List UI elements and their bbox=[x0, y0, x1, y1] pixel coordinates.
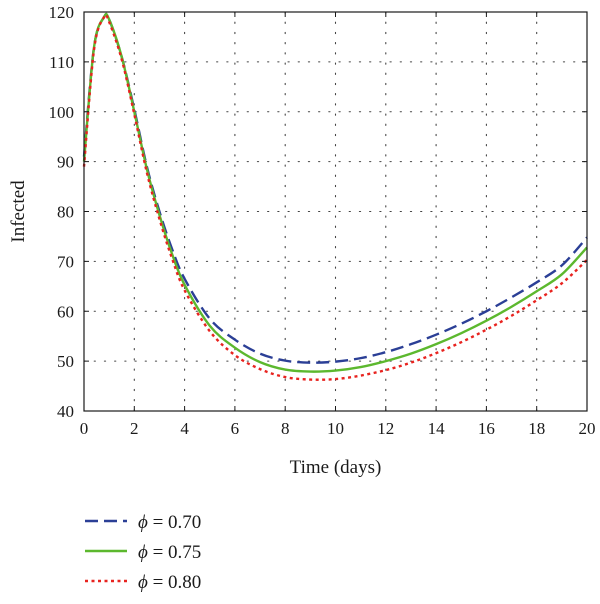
legend-value: = 0.80 bbox=[148, 572, 201, 593]
series-line-3 bbox=[82, 13, 588, 381]
phi-symbol: ϕ bbox=[138, 572, 148, 593]
series-line-2 bbox=[82, 12, 588, 373]
phi-symbol: ϕ bbox=[138, 512, 148, 533]
x-tick-label: 4 bbox=[180, 419, 189, 438]
x-tick-label: 20 bbox=[579, 419, 596, 438]
x-tick-label: 12 bbox=[377, 419, 394, 438]
series-layer bbox=[82, 12, 588, 381]
legend-value: = 0.75 bbox=[148, 542, 201, 563]
y-tick-label: 90 bbox=[57, 153, 74, 172]
legend-label-2: ϕ = 0.75 bbox=[138, 542, 201, 563]
legend-label-1: ϕ = 0.70 bbox=[138, 512, 201, 533]
x-tick-label: 16 bbox=[478, 419, 495, 438]
x-tick-label: 6 bbox=[231, 419, 240, 438]
y-tick-label: 60 bbox=[57, 302, 74, 321]
x-axis-title: Time (days) bbox=[290, 457, 382, 478]
x-tick-label: 0 bbox=[80, 419, 89, 438]
tick-layer: 0 2 4 6 8 10 12 14 16 18 20 40 50 60 70 80 90 100 110 120 bbox=[49, 3, 596, 438]
x-tick-label: 18 bbox=[528, 419, 545, 438]
y-tick-label: 120 bbox=[49, 3, 75, 22]
phi-symbol: ϕ bbox=[138, 542, 148, 563]
legend: ϕ = 0.70ϕ = 0.75ϕ = 0.80 bbox=[85, 512, 201, 593]
x-tick-label: 8 bbox=[281, 419, 290, 438]
x-tick-label: 2 bbox=[130, 419, 139, 438]
y-tick-label: 100 bbox=[49, 103, 75, 122]
y-tick-label: 40 bbox=[57, 402, 74, 421]
series-line-1 bbox=[82, 12, 588, 364]
y-tick-label: 70 bbox=[57, 252, 74, 271]
y-axis-title: Infected bbox=[8, 180, 29, 243]
legend-label-3: ϕ = 0.80 bbox=[138, 572, 201, 593]
legend-value: = 0.70 bbox=[148, 512, 201, 533]
y-tick-label: 80 bbox=[57, 203, 74, 222]
x-tick-label: 10 bbox=[327, 419, 344, 438]
y-tick-label: 110 bbox=[49, 53, 74, 72]
y-tick-label: 50 bbox=[57, 352, 74, 371]
x-tick-label: 14 bbox=[428, 419, 446, 438]
